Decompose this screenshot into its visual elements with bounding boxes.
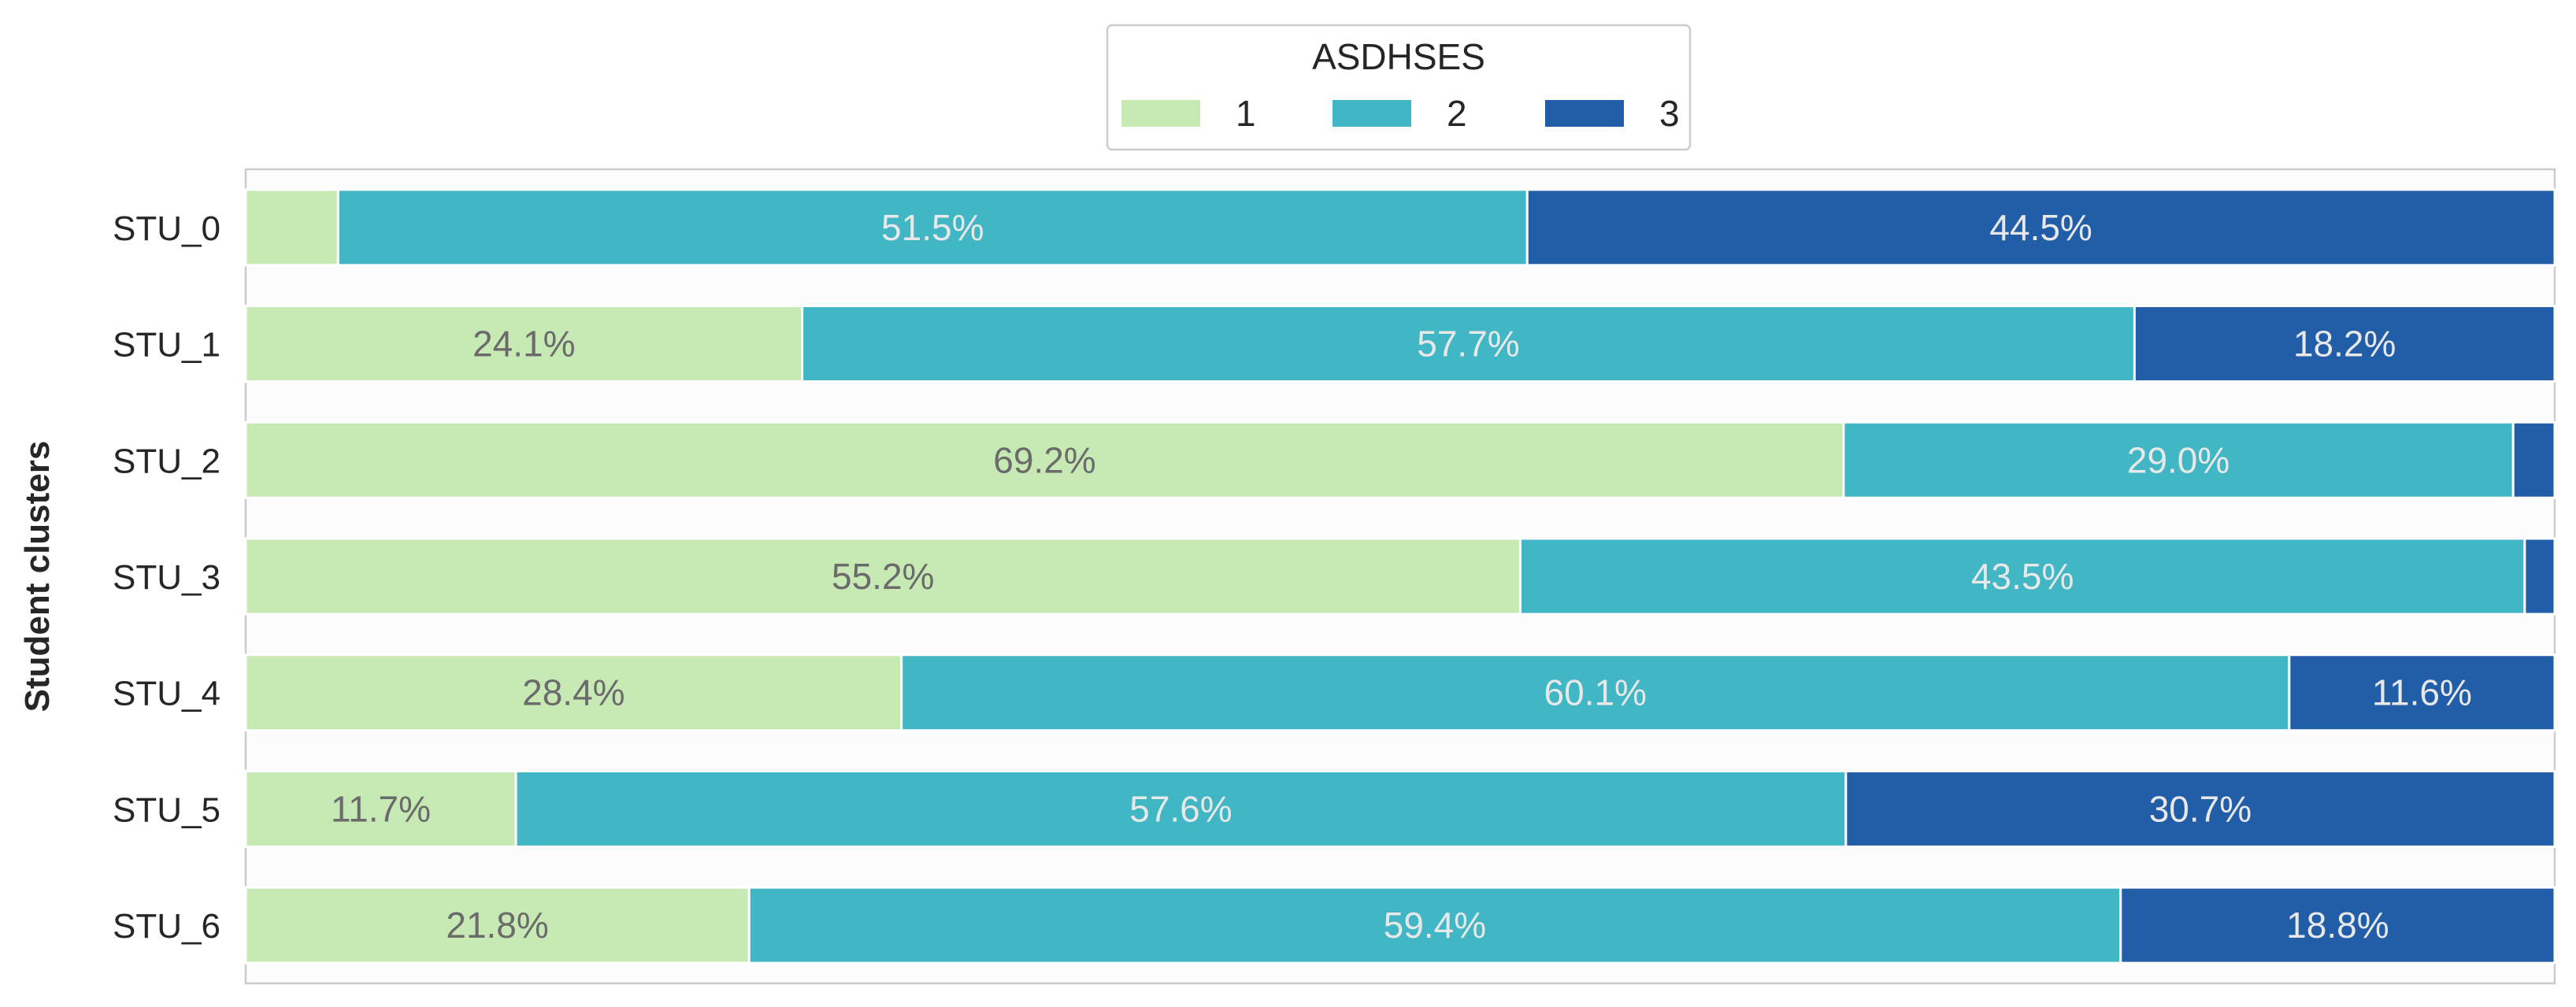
bar-segment bbox=[747, 886, 2122, 964]
legend: ASDHSES 1 2 3 bbox=[1106, 24, 1692, 151]
data-label: 44.5% bbox=[1989, 207, 2092, 248]
bar-segment bbox=[244, 537, 1522, 616]
bar-segment bbox=[244, 420, 1845, 499]
bar-segment bbox=[900, 653, 2291, 732]
data-label: 57.7% bbox=[1417, 324, 1519, 365]
y-tick-label: STU_5 bbox=[113, 790, 221, 829]
data-label: 55.2% bbox=[832, 556, 934, 597]
bars: 51.5% 44.5% 24.1% 57.7% 18.2% 69.2% 29.0% 55.2%… bbox=[244, 188, 2556, 964]
bar-segment bbox=[336, 188, 1529, 267]
data-label: 59.4% bbox=[1384, 905, 1486, 946]
data-label: 21.8% bbox=[446, 905, 548, 946]
data-label: 11.7% bbox=[331, 788, 431, 829]
y-tick-label: STU_2 bbox=[113, 442, 221, 480]
y-tick-label: STU_3 bbox=[113, 558, 221, 597]
y-axis-label: Student clusters bbox=[18, 441, 57, 713]
bar-segment bbox=[1518, 537, 2526, 616]
bar-segment bbox=[244, 188, 339, 267]
bar-segment bbox=[2511, 420, 2556, 499]
legend-title: ASDHSES bbox=[1312, 36, 1485, 77]
y-tick-labels: STU_0 STU_1 STU_2 STU_3 STU_4 STU_5 STU_6 bbox=[113, 209, 221, 946]
data-label: 11.6% bbox=[2372, 672, 2472, 713]
data-label: 28.4% bbox=[522, 672, 625, 713]
bar-segment bbox=[2119, 886, 2556, 964]
bar-segment bbox=[2133, 305, 2556, 383]
bar-segment bbox=[514, 769, 1848, 848]
bar-segment bbox=[244, 769, 517, 848]
bar-segment bbox=[2288, 653, 2556, 732]
legend-label: 1 bbox=[1236, 93, 1256, 134]
data-label: 57.6% bbox=[1129, 788, 1232, 829]
legend-label: 2 bbox=[1447, 93, 1467, 134]
data-label: 51.5% bbox=[881, 207, 984, 248]
legend-swatch bbox=[1121, 100, 1200, 127]
y-tick-label: STU_6 bbox=[113, 907, 221, 946]
legend-box bbox=[1106, 24, 1692, 151]
data-label: 30.7% bbox=[2149, 788, 2252, 829]
y-tick-label: STU_0 bbox=[113, 209, 221, 248]
bar-segment bbox=[801, 305, 2136, 383]
y-tick-label: STU_4 bbox=[113, 675, 221, 713]
data-label: 69.2% bbox=[993, 439, 1095, 480]
legend-swatch bbox=[1545, 100, 1624, 127]
bar-segment bbox=[1842, 420, 2515, 499]
legend-label: 3 bbox=[1659, 93, 1680, 134]
data-label: 43.5% bbox=[1971, 556, 2074, 597]
bar-segment bbox=[1844, 769, 2556, 848]
bar-segment bbox=[2523, 537, 2556, 616]
bar-segment bbox=[244, 305, 804, 383]
bar-segment bbox=[244, 653, 903, 732]
legend-swatch bbox=[1332, 100, 1411, 127]
data-label: 18.8% bbox=[2286, 905, 2389, 946]
y-tick-label: STU_1 bbox=[113, 326, 221, 365]
data-label: 29.0% bbox=[2127, 439, 2229, 480]
bar-segment bbox=[1525, 188, 2556, 267]
data-label: 18.2% bbox=[2293, 324, 2396, 365]
bar-segment bbox=[244, 886, 751, 964]
data-label: 24.1% bbox=[473, 324, 575, 365]
data-label: 60.1% bbox=[1544, 672, 1647, 713]
